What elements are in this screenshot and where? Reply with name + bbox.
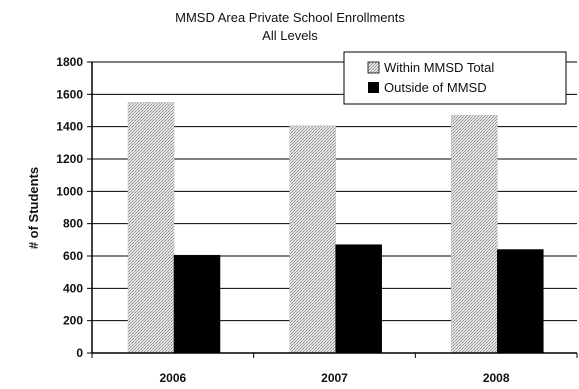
legend-label-within: Within MMSD Total	[384, 60, 494, 75]
axes	[87, 61, 578, 358]
legend-swatch-within	[367, 61, 380, 74]
y-tick-label: 800	[63, 217, 83, 231]
chart-title: MMSD Area Private School Enrollments	[175, 10, 405, 25]
y-tick-label: 200	[63, 314, 83, 328]
bar-outside-mmsd	[335, 244, 382, 354]
tick-labels: 0 200 400 600 800 1000 1200 1400 1600 1800 2006 200…	[56, 55, 510, 385]
bar-within-mmsd	[127, 102, 175, 354]
x-tick-label: 2006	[159, 371, 186, 385]
bars	[127, 102, 544, 354]
y-tick-label: 1200	[56, 152, 83, 166]
legend-box	[343, 51, 567, 105]
y-tick-label: 1000	[56, 184, 83, 198]
y-tick-label: 0	[76, 346, 83, 360]
y-tick-label: 1800	[56, 55, 83, 69]
legend: Within MMSD Total Outside of MMSD	[343, 51, 567, 105]
y-tick-label: 600	[63, 249, 83, 263]
bar-within-mmsd	[451, 115, 498, 354]
y-tick-label: 400	[63, 281, 83, 295]
y-tick-label: 1400	[56, 120, 83, 134]
x-tick-label: 2007	[321, 371, 348, 385]
bar-within-mmsd	[289, 125, 336, 354]
bar-outside-mmsd	[173, 254, 221, 354]
chart-subtitle: All Levels	[262, 28, 318, 43]
legend-label-outside: Outside of MMSD	[384, 80, 487, 95]
x-tick-label: 2008	[483, 371, 510, 385]
y-tick-label: 1600	[56, 87, 83, 101]
legend-swatch-outside	[368, 82, 379, 93]
y-axis-label: # of Students	[26, 167, 41, 249]
bar-outside-mmsd	[497, 249, 544, 354]
